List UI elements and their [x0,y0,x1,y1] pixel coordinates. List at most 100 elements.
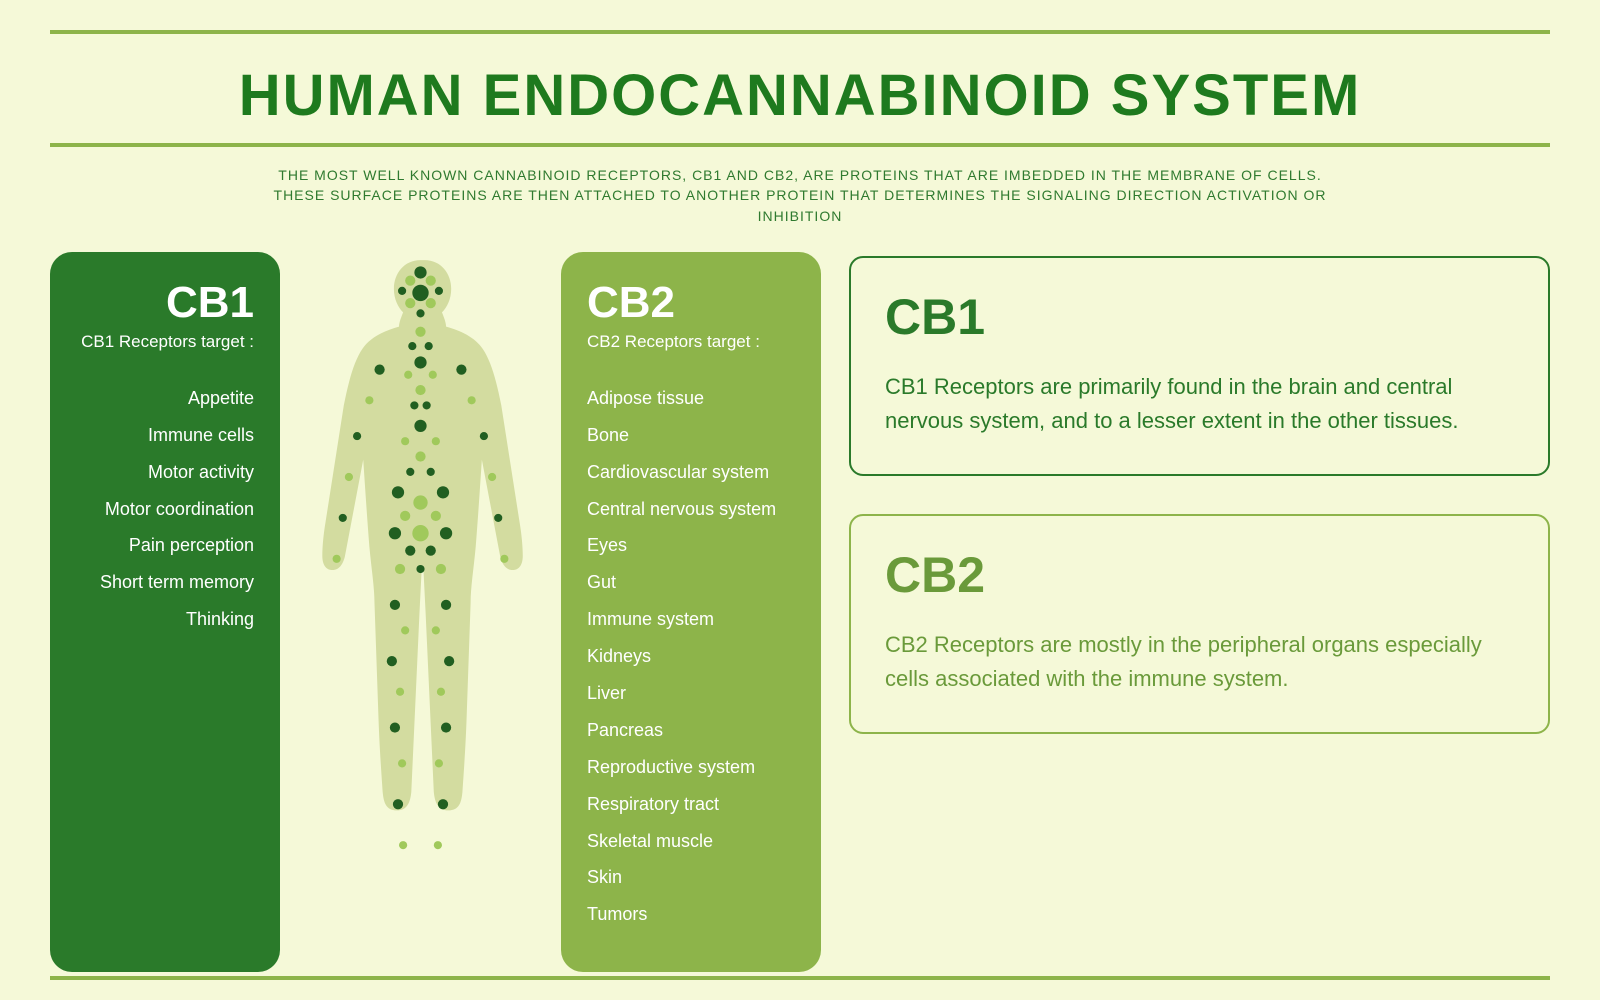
receptor-dot [432,626,440,634]
cb1-panel-text: CB1 Receptors are primarily found in the… [885,370,1514,438]
list-item: Tumors [587,896,795,933]
receptor-dot [401,437,409,445]
receptor-dot [444,656,454,666]
receptor-dot [438,799,448,809]
list-item: Pain perception [76,527,254,564]
receptor-dot [436,564,446,574]
receptor-dot [441,600,451,610]
receptor-dot [432,437,440,445]
cb1-panel-heading: CB1 [885,288,1514,346]
receptor-dot [426,275,436,285]
receptor-dot [416,565,424,573]
subtitle-line-2: THESE SURFACE PROTEINS ARE THEN ATTACHED… [274,187,1327,223]
list-item: Immune cells [76,417,254,454]
receptor-dot [404,371,412,379]
receptor-dot [414,266,426,278]
receptor-dot [415,451,425,461]
receptor-dot [435,287,443,295]
human-figure [308,252,533,972]
receptor-dot [405,275,415,285]
receptor-dot [410,401,418,409]
list-item: Thinking [76,601,254,638]
receptor-dot [416,309,424,317]
receptor-dot [426,545,436,555]
list-item: Immune system [587,601,795,638]
divider-top [50,30,1550,34]
list-item: Central nervous system [587,491,795,528]
receptor-dot [437,688,445,696]
receptor-dot [392,486,404,498]
divider-mid [50,143,1550,147]
receptor-dot [426,298,436,308]
receptor-dot [437,486,449,498]
cb2-targets-list: Adipose tissueBoneCardiovascular systemC… [587,380,795,933]
receptor-dot [396,688,404,696]
receptor-dot [389,527,401,539]
receptor-dot [405,545,415,555]
receptor-dot [365,396,373,404]
receptor-dot [401,626,409,634]
list-item: Short term memory [76,564,254,601]
receptor-dot [353,432,361,440]
subtitle-line-1: THE MOST WELL KNOWN CANNABINOID RECEPTOR… [278,167,1321,183]
list-item: Liver [587,675,795,712]
cb2-card-sub: CB2 Receptors target : [587,332,795,352]
receptor-dot [415,327,425,337]
receptor-dot [434,841,442,849]
cb1-targets-card: CB1 CB1 Receptors target : AppetiteImmun… [50,252,280,972]
list-item: Skeletal muscle [587,823,795,860]
cb2-targets-card: CB2 CB2 Receptors target : Adipose tissu… [561,252,821,972]
receptor-dot [398,759,406,767]
receptor-dot [345,473,353,481]
list-item: Gut [587,564,795,601]
receptor-dot [408,342,416,350]
list-item: Motor activity [76,454,254,491]
divider-bottom [50,976,1550,980]
receptor-dot [435,759,443,767]
main-row: CB1 CB1 Receptors target : AppetiteImmun… [50,252,1550,972]
receptor-dot [405,298,415,308]
receptor-dot [395,564,405,574]
receptor-dot [374,364,384,374]
list-item: Adipose tissue [587,380,795,417]
receptor-dot [414,420,426,432]
cb2-panel-text: CB2 Receptors are mostly in the peripher… [885,628,1514,696]
subtitle: THE MOST WELL KNOWN CANNABINOID RECEPTOR… [250,165,1350,226]
receptor-dot [406,468,414,476]
receptor-dot [390,600,400,610]
receptor-dot [456,364,466,374]
cb2-panel-heading: CB2 [885,546,1514,604]
cb1-card-sub: CB1 Receptors target : [76,332,254,352]
list-item: Motor coordination [76,491,254,528]
list-item: Reproductive system [587,749,795,786]
cb1-targets-list: AppetiteImmune cellsMotor activityMotor … [76,380,254,638]
receptor-dot [400,511,410,521]
receptor-dot [500,555,508,563]
receptor-dot [412,285,428,301]
receptor-dot [387,656,397,666]
receptor-dot [415,385,425,395]
receptor-dot [480,432,488,440]
receptor-dot [399,841,407,849]
receptor-dot [412,525,428,541]
list-item: Skin [587,859,795,896]
receptor-dot [423,401,431,409]
cb2-card-heading: CB2 [587,278,795,328]
list-item: Pancreas [587,712,795,749]
receptor-dot [431,511,441,521]
cb2-description-panel: CB2 CB2 Receptors are mostly in the peri… [849,514,1550,734]
list-item: Kidneys [587,638,795,675]
receptor-dot [441,722,451,732]
receptor-dot [468,396,476,404]
receptor-dot [440,527,452,539]
list-item: Eyes [587,527,795,564]
cb1-description-panel: CB1 CB1 Receptors are primarily found in… [849,256,1550,476]
receptor-dot [494,514,502,522]
receptor-dot [488,473,496,481]
description-column: CB1 CB1 Receptors are primarily found in… [849,252,1550,972]
receptor-dot [427,468,435,476]
list-item: Bone [587,417,795,454]
list-item: Cardiovascular system [587,454,795,491]
receptor-dot [414,356,426,368]
receptor-dot [333,555,341,563]
